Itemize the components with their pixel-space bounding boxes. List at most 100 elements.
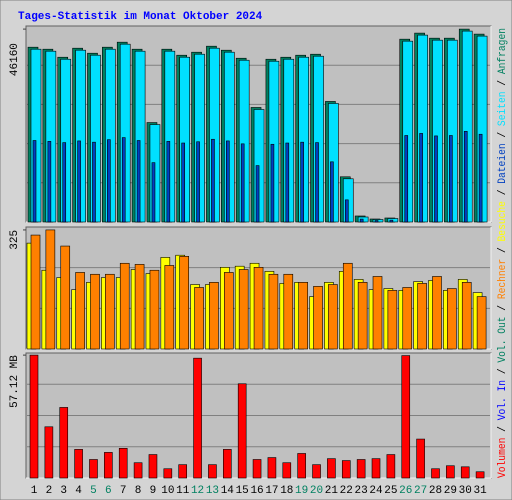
bar [298,282,308,350]
bar [328,284,338,350]
bar [136,140,141,223]
x-tick-label: 28 [429,485,442,497]
bar [341,460,351,479]
legend-separator: / [497,126,509,143]
bar [107,139,111,223]
bar [315,142,319,223]
bar [386,454,396,479]
x-tick-label: 17 [265,485,278,497]
bar [44,426,54,479]
bar [119,262,130,350]
bar [446,465,455,479]
bar [149,269,160,350]
x-tick-label: 3 [60,485,67,497]
bar [330,161,334,223]
bar [313,286,323,350]
bar [75,272,85,350]
x-tick-label: 12 [191,485,204,497]
bar [372,276,383,350]
x-tick-label: 14 [221,485,235,497]
legend-entry: Vol. In [497,380,509,420]
bar [475,471,485,479]
bar [60,245,71,350]
y-tick-label: 46160 [9,43,21,76]
bar [74,449,83,479]
bar [267,457,277,479]
x-tick-label: 13 [206,485,219,497]
bar [463,131,468,223]
x-tick-label: 22 [340,485,353,497]
bar [449,135,453,223]
x-tick-label: 6 [105,485,112,497]
bar [285,142,290,223]
bar [356,459,366,479]
bar [270,143,275,223]
bar [134,264,145,350]
x-tick-label: 26 [399,485,412,497]
bar [419,133,423,223]
bar [224,272,234,350]
bar [371,458,381,479]
legend-entry: Vol. Out [497,316,509,362]
bar [297,453,306,479]
bar [194,287,204,350]
legend-entry: Seiten [497,91,509,126]
bar [389,219,394,223]
bar [90,273,100,350]
bar [209,282,219,350]
x-tick-label: 24 [369,485,383,497]
bar [238,269,249,350]
x-tick-label: 29 [444,485,457,497]
bar [359,218,364,223]
x-tick-label: 31 [473,485,487,497]
bar [178,464,187,479]
x-tick-label: 21 [325,485,339,497]
bar [374,220,379,223]
bar [431,468,440,479]
legend: Volumen / Vol. In / Vol. Out / Rechner /… [497,28,509,478]
bar [89,459,98,479]
bar [118,448,128,479]
x-tick-label: 23 [355,485,368,497]
bar [300,141,304,223]
bar [181,142,185,223]
y-tick-label: 57.12 MB [9,355,21,408]
bar [211,138,215,223]
bar [253,267,264,350]
bar [77,140,81,223]
bar [283,273,294,350]
x-tick-label: 15 [236,485,249,497]
bar [105,273,115,350]
bar [237,383,247,479]
bar [255,165,260,223]
bar [193,357,202,479]
bar [223,449,232,479]
x-tick-label: 19 [295,485,308,497]
legend-separator: / [497,420,509,437]
x-tick-label: 16 [250,485,263,497]
bar [179,256,189,350]
bar [32,140,37,223]
bar [166,141,171,223]
bar [461,282,472,350]
bar [240,143,245,223]
bar [416,438,425,479]
bar [62,142,67,223]
legend-separator: / [497,241,509,258]
x-tick-label: 1 [31,485,38,497]
bar [434,135,438,223]
y-tick-label: 325 [9,230,21,250]
bar [196,141,200,223]
bar [148,454,158,479]
bar [447,288,457,350]
x-tick-label: 2 [46,485,53,497]
bar [30,234,41,350]
x-tick-label: 27 [414,485,427,497]
legend-entry: Anfragen [497,28,509,74]
bar [357,282,368,350]
x-tick-label: 8 [135,485,142,497]
legend-separator: / [497,299,509,316]
legend-entry: Besuche [497,201,509,241]
bar [252,459,262,479]
